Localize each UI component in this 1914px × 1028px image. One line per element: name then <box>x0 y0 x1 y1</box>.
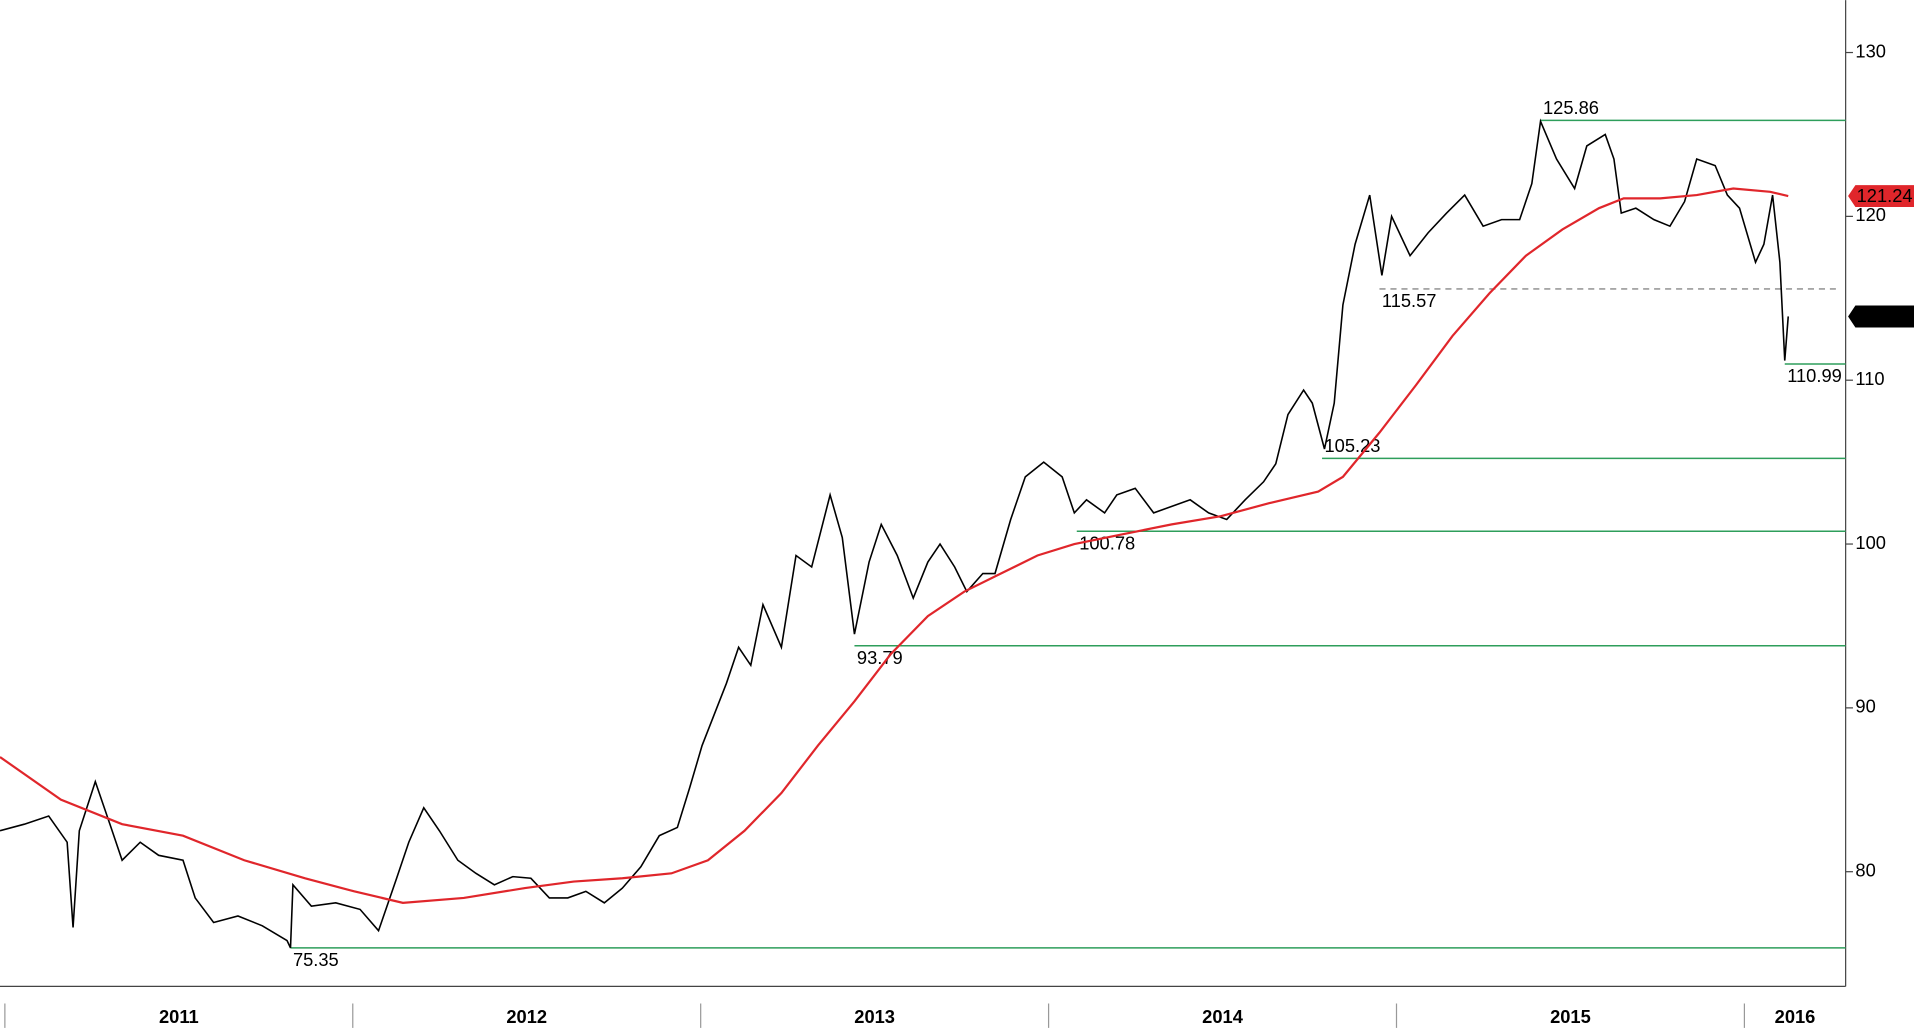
last-value-label: 113.89 <box>1857 306 1912 327</box>
x-tick-label: 2015 <box>1550 1006 1591 1027</box>
y-tick-label: 90 <box>1855 696 1875 717</box>
last-value-badge <box>1848 305 1914 328</box>
y-tick-label: 80 <box>1855 860 1875 881</box>
level-label: 75.35 <box>293 949 339 970</box>
level-label: 100.78 <box>1079 533 1135 554</box>
series-line <box>0 118 1790 949</box>
last-value-label: 121.24 <box>1857 185 1913 206</box>
y-tick-label: 100 <box>1855 532 1886 553</box>
x-tick-label: 2013 <box>854 1006 895 1027</box>
level-label: 105.23 <box>1324 435 1380 456</box>
series-line <box>0 187 1789 904</box>
level-label: 125.86 <box>1543 97 1599 118</box>
y-tick-label: 120 <box>1855 204 1886 225</box>
last-value-badge <box>1848 185 1914 208</box>
y-tick-label: 110 <box>1855 368 1884 389</box>
x-tick-label: 2011 <box>159 1006 199 1027</box>
x-tick-label: 2012 <box>506 1006 547 1027</box>
level-label: 115.57 <box>1382 290 1437 311</box>
y-tick-label: 130 <box>1855 40 1886 61</box>
x-tick-label: 2014 <box>1202 1006 1244 1027</box>
x-tick-label: 2016 <box>1775 1006 1816 1027</box>
level-label: 110.99 <box>1787 365 1842 386</box>
